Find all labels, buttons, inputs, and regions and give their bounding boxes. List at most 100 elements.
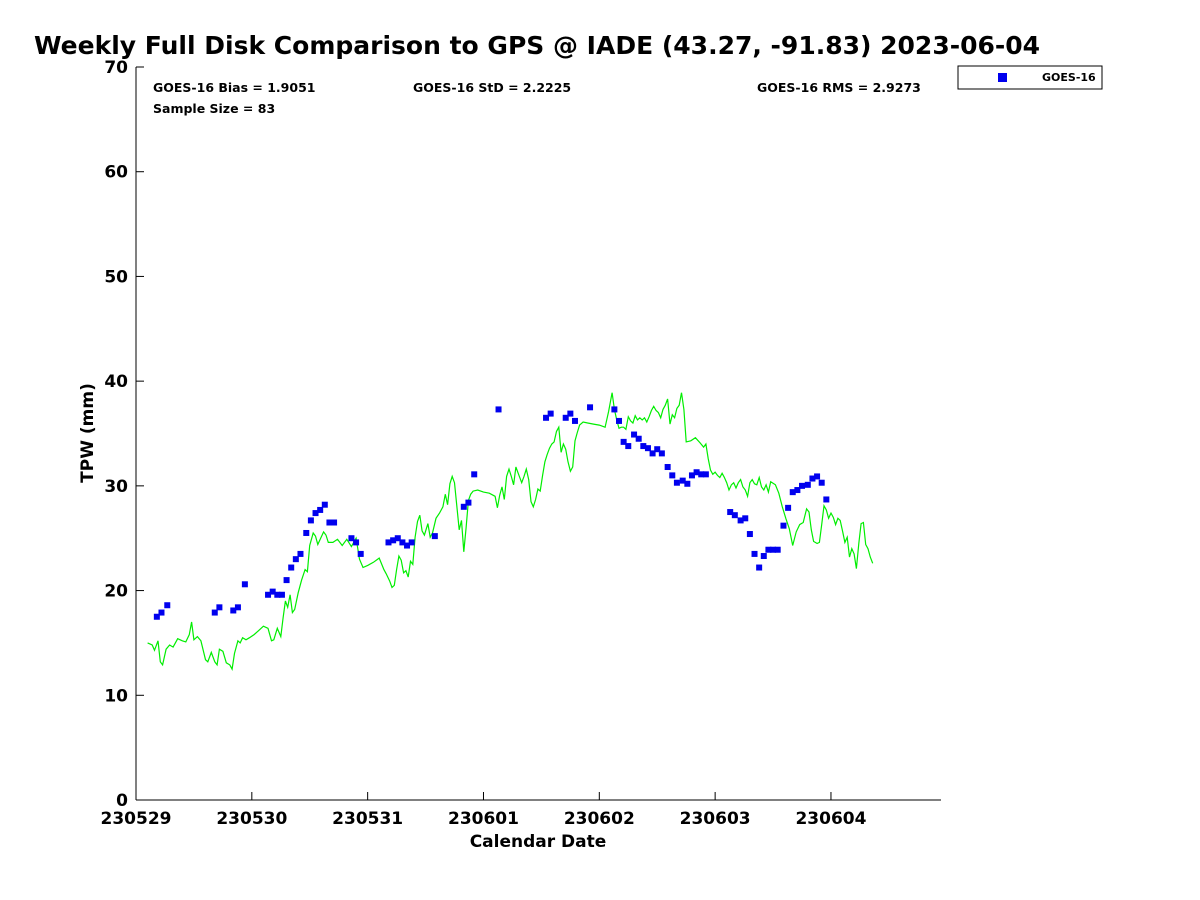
goes-16-point	[241, 581, 248, 588]
y-tick-label: 40	[104, 372, 128, 392]
rms-stat: GOES-16 RMS = 2.9273	[757, 80, 921, 95]
x-tick-label: 230529	[101, 809, 172, 829]
goes-16-point	[547, 410, 554, 417]
goes-16-point	[216, 604, 223, 611]
x-tick-label: 230601	[448, 809, 519, 829]
goes-16-point	[230, 607, 237, 614]
goes-16-point	[654, 446, 661, 453]
std-stat: GOES-16 StD = 2.2225	[413, 80, 571, 95]
goes-16-point	[274, 591, 281, 598]
goes-16-point	[292, 556, 299, 563]
goes-16-point	[693, 469, 700, 476]
goes-16-point	[814, 473, 821, 480]
sample-size-stat: Sample Size = 83	[153, 101, 275, 116]
y-axis-label: TPW (mm)	[78, 383, 98, 483]
goes-16-point	[307, 517, 314, 524]
goes-16-point	[799, 482, 806, 489]
goes-16-point	[278, 591, 285, 598]
y-tick-label: 20	[104, 582, 128, 602]
y-tick-label: 10	[104, 686, 128, 706]
goes-16-point	[158, 609, 165, 616]
goes-16-point	[751, 550, 758, 557]
goes-16-point	[303, 529, 310, 536]
goes-16-point	[765, 546, 772, 553]
goes-16-point	[635, 435, 642, 442]
goes-16-point	[746, 531, 753, 538]
goes-16-point	[164, 602, 171, 609]
x-tick-label: 230604	[795, 809, 866, 829]
goes-16-point	[385, 539, 392, 546]
y-tick-label: 30	[104, 477, 128, 497]
goes-16-point	[562, 414, 569, 421]
goes-16-point	[571, 417, 578, 424]
goes-16-point	[269, 588, 276, 595]
goes-16-point	[326, 519, 333, 526]
goes-16-point	[394, 535, 401, 542]
goes-16-point	[684, 480, 691, 487]
goes-16-point	[804, 481, 811, 488]
goes-16-point	[789, 489, 796, 496]
goes-16-point	[587, 404, 594, 411]
goes-16-point	[669, 472, 676, 479]
goes-16-point	[794, 487, 801, 494]
goes-16-point	[543, 414, 550, 421]
goes-16-point	[211, 609, 218, 616]
goes-16-point	[431, 533, 438, 540]
goes-16-point	[495, 406, 502, 413]
legend-box	[957, 65, 1103, 90]
goes-16-point	[770, 546, 777, 553]
goes-16-point	[640, 443, 647, 450]
legend: GOES-16	[957, 65, 1103, 90]
goes-16-point	[353, 539, 360, 546]
goes-16-point	[625, 443, 632, 450]
goes-16-point	[460, 503, 467, 510]
goes-16-point	[348, 535, 355, 542]
goes-16-point	[234, 604, 241, 611]
bias-stat: GOES-16 Bias = 1.9051	[153, 80, 315, 95]
goes-16-point	[818, 479, 825, 486]
goes-16-point	[567, 410, 574, 417]
goes-16-point	[785, 504, 792, 511]
legend-goes-16-label: GOES-16	[1042, 71, 1096, 84]
x-tick-label: 230531	[332, 809, 403, 829]
goes-16-point	[611, 406, 618, 413]
x-tick-label: 230530	[216, 809, 287, 829]
x-tick-label: 230602	[564, 809, 635, 829]
goes-16-series	[153, 404, 830, 620]
gps-series-line	[147, 392, 874, 671]
goes-16-point	[631, 431, 638, 438]
x-axis-label: Calendar Date	[470, 832, 607, 852]
x-tick-label: 230603	[680, 809, 751, 829]
y-axis-ticks: 0 10 20 30 40 50 60 70	[104, 58, 144, 811]
goes-16-point	[780, 522, 787, 529]
goes-16-point	[760, 553, 767, 560]
x-axis-ticks: 230529 230530 230531 230601 230602 230603 2306…	[101, 792, 867, 829]
goes-16-point	[727, 509, 734, 516]
goes-16-point	[357, 550, 364, 557]
y-tick-label: 70	[104, 58, 128, 78]
goes-16-point	[312, 510, 319, 517]
goes-16-point	[331, 519, 338, 526]
goes-16-point	[742, 515, 749, 522]
goes-16-point	[698, 471, 705, 478]
plot-area	[135, 67, 941, 801]
goes-16-point	[616, 417, 622, 424]
y-tick-label: 0	[116, 791, 128, 811]
goes-16-point	[731, 512, 738, 519]
goes-16-point	[297, 550, 304, 557]
goes-16-point	[664, 464, 671, 471]
goes-16-point	[679, 477, 686, 484]
goes-16-point	[465, 499, 472, 506]
goes-16-point	[737, 517, 744, 524]
chart-title: Weekly Full Disk Comparison to GPS @ IAD…	[34, 31, 1040, 60]
goes-16-point	[153, 613, 160, 620]
goes-16-point	[809, 475, 816, 482]
goes-16-point	[283, 577, 290, 584]
goes-16-point	[673, 479, 680, 486]
y-tick-label: 60	[104, 163, 128, 183]
goes-16-point	[702, 471, 709, 478]
goes-16-point	[620, 438, 627, 445]
goes-16-point	[399, 539, 406, 546]
goes-16-point	[644, 445, 651, 452]
